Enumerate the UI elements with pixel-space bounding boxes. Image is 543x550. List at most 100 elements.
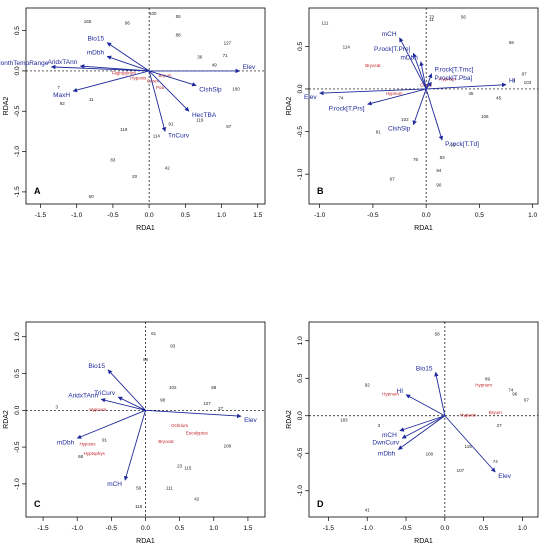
x-tick-label: 1.5	[253, 212, 262, 219]
y-tick-label: 0.5	[14, 369, 21, 378]
species-label: Hypnum	[439, 77, 456, 82]
site-label: 119	[196, 117, 204, 122]
site-label: 3	[512, 78, 515, 83]
x-tick-label: 1.0	[217, 212, 226, 219]
site-label: 111	[322, 20, 329, 25]
site-label: 49	[212, 62, 218, 67]
site-label: 93	[170, 344, 176, 349]
variable-arrow	[405, 394, 446, 417]
site-label: 27	[218, 406, 224, 411]
site-label: 81	[376, 130, 382, 135]
x-tick-label: 0.0	[141, 525, 150, 532]
variable-arrow	[50, 64, 150, 72]
variable-arrow	[117, 396, 146, 411]
variable-arrow	[444, 415, 496, 473]
x-tick-label: -1.5	[323, 525, 335, 532]
species-label: Bryocat	[365, 63, 381, 68]
site-label: 92	[60, 101, 66, 106]
panel-letter: D	[317, 499, 324, 509]
variable-arrow	[419, 61, 427, 90]
x-axis-label: RDA1	[414, 225, 433, 232]
y-tick-label: 1.0	[297, 336, 304, 345]
variable-arrow-label: Elev	[304, 94, 317, 101]
site-label: 115	[184, 466, 192, 471]
variable-arrow	[399, 415, 445, 432]
variable-arrow-label: Elev	[244, 417, 257, 424]
site-label: 7	[57, 85, 60, 90]
x-tick-label: 1.5	[243, 525, 252, 532]
variable-arrow	[412, 88, 427, 126]
y-tick-label: 1.0	[14, 332, 21, 341]
variable-arrow	[401, 415, 446, 439]
variable-arrow	[425, 81, 432, 90]
site-label: 87	[522, 72, 528, 77]
variable-arrow-label: Bio15	[416, 365, 433, 372]
x-tick-label: 0.5	[479, 525, 488, 532]
y-axis-label: RDA2	[3, 97, 10, 116]
y-tick-label: -1.5	[14, 186, 21, 198]
panel-b: -1.0 -0.5 0.0 0.5 1.0 -1.0 -0.5 0.0 0.5 RDA1 RDA2 B…	[286, 7, 539, 232]
species-label: Bryocat	[158, 439, 174, 444]
species-label: Bryum	[489, 410, 502, 415]
variable-arrow	[148, 70, 197, 87]
site-label: 61	[151, 331, 157, 336]
x-tick-label: -0.5	[400, 525, 412, 532]
variable-arrow-label: MaxH	[53, 92, 70, 99]
site-label: 106	[481, 114, 489, 119]
site-label: 74	[508, 388, 514, 393]
site-label: 107	[203, 401, 211, 406]
variable-arrow-label: mDbh	[400, 55, 418, 62]
x-tick-label: -1.0	[314, 212, 326, 219]
variable-arrow	[123, 410, 146, 481]
x-axis-label: RDA1	[136, 538, 155, 545]
plot-frame	[25, 7, 266, 205]
site-label: 92	[365, 382, 371, 387]
y-tick-label: -1.0	[297, 485, 304, 497]
x-tick-label: -1.5	[35, 212, 47, 219]
site-label: 20	[132, 174, 138, 179]
variable-arrow	[426, 82, 507, 90]
y-axis-label: RDA2	[3, 410, 10, 429]
variable-arrow-label: P.rock[T.Pre]	[374, 46, 411, 53]
site-label: 73	[429, 15, 435, 20]
panel-letter: C	[34, 499, 41, 509]
site-label: 68	[78, 454, 84, 459]
site-label: 67	[524, 397, 530, 402]
y-tick-label: 0.5	[297, 41, 304, 50]
site-label: 45	[468, 91, 474, 96]
variable-arrow-label: mDbh	[57, 439, 75, 446]
variable-arrow	[412, 52, 427, 90]
x-tick-label: -1.0	[71, 212, 83, 219]
variable-arrow-label: mCH	[107, 481, 122, 488]
variable-arrow-label: P.rock[T.Prs]	[329, 105, 365, 112]
variable-arrow-label: TriCurv	[94, 390, 116, 397]
panel-letter: B	[317, 186, 324, 196]
x-tick-label: 0.5	[175, 525, 184, 532]
x-tick-label: -1.5	[37, 525, 49, 532]
y-tick-label: 0.0	[297, 84, 304, 93]
site-label: 100	[426, 451, 434, 456]
site-label: 71	[223, 53, 229, 58]
y-tick-label: -1.0	[14, 478, 21, 490]
y-axis-label: RDA2	[286, 410, 293, 429]
site-label: 42	[194, 497, 200, 502]
site-label: 111	[166, 486, 173, 491]
variable-arrow	[106, 42, 150, 72]
site-label: 127	[224, 41, 232, 46]
site-label: 87	[226, 124, 232, 129]
site-label: 23	[177, 463, 183, 468]
variable-arrow-label: P.rock[T.Tmc]	[434, 67, 473, 74]
species-label: Carex	[147, 79, 160, 84]
variable-arrow	[399, 37, 427, 90]
species-label: Hypoxis	[79, 441, 96, 446]
site-label: 118	[135, 504, 143, 509]
x-tick-label: 1.0	[528, 212, 537, 219]
site-label: 86	[125, 21, 131, 26]
site-label: 103	[524, 80, 532, 85]
species-label: Hypnum	[386, 91, 403, 96]
variable-arrow	[367, 88, 427, 106]
variable-arrow	[425, 73, 433, 90]
y-axis-label: RDA2	[286, 97, 293, 116]
site-label: 36	[197, 54, 203, 59]
species-label: Fagropyrum	[112, 71, 137, 76]
